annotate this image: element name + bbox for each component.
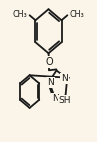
- Text: SH: SH: [59, 96, 71, 106]
- Text: N: N: [61, 74, 68, 83]
- Text: CH₃: CH₃: [12, 10, 27, 19]
- Text: N: N: [52, 94, 59, 103]
- Text: N: N: [47, 78, 54, 87]
- Text: CH₃: CH₃: [70, 10, 85, 19]
- Text: O: O: [45, 57, 53, 67]
